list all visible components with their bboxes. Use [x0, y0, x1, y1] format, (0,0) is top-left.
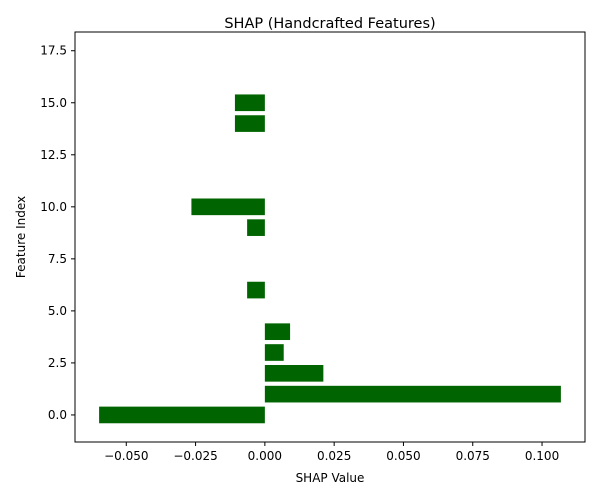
x-tick-label: 0.075	[456, 449, 490, 463]
y-tick-label: 15.0	[40, 96, 67, 110]
bar-feature-14	[234, 115, 265, 132]
bar-feature-2	[264, 364, 324, 382]
x-axis-ticks: −0.050 −0.025 0.000 0.025 0.050 0.075 0.100	[104, 442, 559, 463]
y-tick-label: 2.5	[48, 356, 67, 370]
x-tick-label: 0.050	[386, 449, 420, 463]
y-tick-label: 17.5	[40, 44, 67, 58]
x-axis-label: SHAP Value	[296, 471, 365, 485]
y-tick-label: 0.0	[48, 408, 67, 422]
x-tick-label: 0.100	[525, 449, 559, 463]
bars-layer	[99, 94, 561, 424]
bar-feature-3	[264, 344, 284, 361]
y-tick-label: 10.0	[40, 200, 67, 214]
y-tick-label: 12.5	[40, 148, 67, 162]
plot-area-frame	[74, 31, 586, 443]
bar-feature-6	[247, 281, 265, 299]
chart-title: SHAP (Handcrafted Features)	[224, 16, 435, 32]
bar-feature-0	[99, 406, 265, 424]
bar-feature-1	[264, 385, 561, 403]
y-axis-ticks: 0.0 2.5 5.0 7.5 10.0 12.5 15.0 17.5	[40, 44, 75, 422]
y-tick-label: 5.0	[48, 304, 67, 318]
y-tick-label: 7.5	[48, 252, 67, 266]
y-axis-label: Feature Index	[14, 196, 28, 278]
bar-feature-10	[191, 198, 265, 216]
bar-feature-4	[264, 323, 291, 341]
bar-feature-9	[247, 219, 265, 236]
x-tick-label: 0.025	[317, 449, 351, 463]
x-tick-label: −0.050	[104, 449, 148, 463]
x-tick-label: −0.025	[173, 449, 217, 463]
bar-feature-15	[234, 94, 265, 112]
x-tick-label: 0.000	[248, 449, 282, 463]
